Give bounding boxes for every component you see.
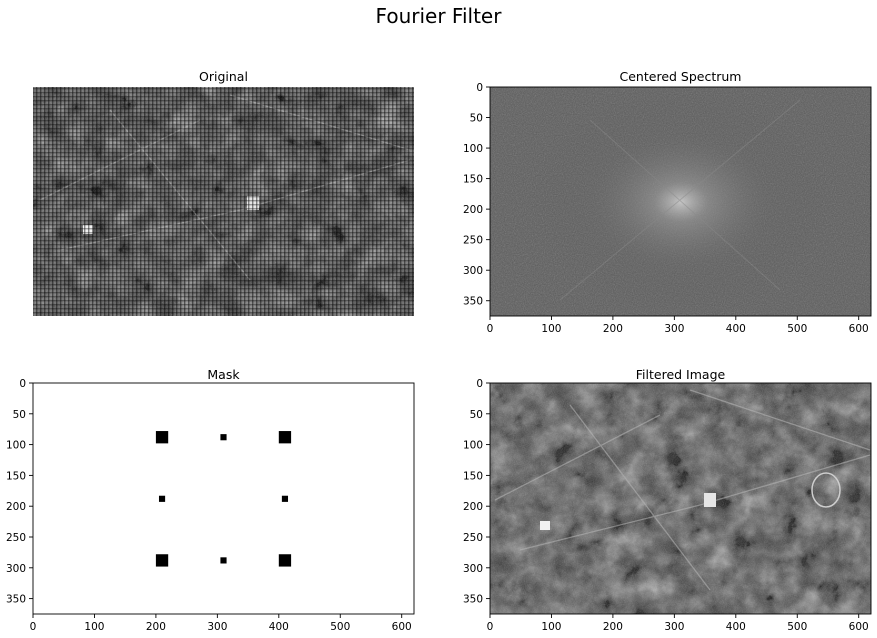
mask-image <box>33 383 414 614</box>
filtered-y-tick-label: 250 <box>463 532 483 544</box>
spectrum-y-tick-label: 350 <box>463 296 483 308</box>
filtered-y-tick-label: 300 <box>463 563 483 575</box>
spectrum-y-tick-label: 150 <box>463 174 483 186</box>
mask-x-tick-label: 500 <box>330 621 350 633</box>
mask-y-tick-label: 300 <box>6 563 26 575</box>
spectrum-x-tick-label: 200 <box>603 323 623 335</box>
spectrum-x-tick-label: 300 <box>664 323 684 335</box>
spectrum-x-tick-label: 0 <box>487 323 494 335</box>
mask-y-tick-label: 50 <box>13 409 26 421</box>
spectrum-y-tick-label: 100 <box>463 143 483 155</box>
original-image <box>33 87 414 316</box>
spectrum-x-tick-label: 600 <box>849 323 869 335</box>
filtered-y-tick-label: 100 <box>463 440 483 452</box>
filtered-x-tick-label: 0 <box>487 621 494 633</box>
filtered-x-tick-label: 600 <box>849 621 869 633</box>
filtered-x-tick-label: 100 <box>541 621 561 633</box>
spectrum-y-tick-label: 50 <box>470 113 483 125</box>
mask-x-tick-label: 600 <box>392 621 412 633</box>
spectrum-x-tick-label: 100 <box>541 323 561 335</box>
filtered-y-tick-label: 350 <box>463 594 483 606</box>
spectrum-axes-frame <box>489 86 872 317</box>
filtered-y-tick-label: 0 <box>476 378 483 390</box>
spectrum-y-tick-label: 0 <box>476 82 483 94</box>
spectrum-x-tick-label: 400 <box>726 323 746 335</box>
spectrum-x-tick-label: 500 <box>787 323 807 335</box>
mask-notch <box>158 495 166 502</box>
spectrum-y-tick-label: 250 <box>463 235 483 247</box>
mask-y-tick-label: 350 <box>6 594 26 606</box>
filtered-y-tick-label: 200 <box>463 501 483 513</box>
mask-y-tick-label: 250 <box>6 532 26 544</box>
spectrum-y-tick-label: 200 <box>463 204 483 216</box>
mask-y-tick-label: 150 <box>6 470 26 482</box>
mask-x-tick-label: 0 <box>30 621 37 633</box>
original-title: Original <box>199 69 248 84</box>
filtered-y-tick-label: 150 <box>463 470 483 482</box>
spectrum-title: Centered Spectrum <box>619 69 742 84</box>
filtered-image <box>490 383 871 614</box>
filtered-x-tick-label: 200 <box>603 621 623 633</box>
mask-notch <box>278 554 292 567</box>
filtered-title: Filtered Image <box>635 367 726 382</box>
mask-notch <box>155 554 169 567</box>
spectrum-image <box>490 87 871 316</box>
mask-axes-frame <box>32 382 415 615</box>
mask-notch <box>220 434 227 441</box>
mask-y-tick-label: 0 <box>19 378 26 390</box>
mask-notches <box>155 431 292 567</box>
filtered-axes-frame <box>489 382 872 615</box>
mask-notch <box>278 431 292 444</box>
mask-y-tick-label: 100 <box>6 440 26 452</box>
filtered-x-tick-label: 500 <box>787 621 807 633</box>
mask-x-tick-label: 400 <box>269 621 289 633</box>
filtered-x-tick-label: 400 <box>726 621 746 633</box>
mask-x-tick-label: 100 <box>84 621 104 633</box>
mask-notch <box>220 557 227 564</box>
mask-x-tick-label: 300 <box>207 621 227 633</box>
figure-title: Fourier Filter <box>375 4 502 28</box>
mask-y-tick-label: 200 <box>6 501 26 513</box>
mask-notch <box>155 431 169 444</box>
mask-x-tick-label: 200 <box>146 621 166 633</box>
filtered-x-tick-label: 300 <box>664 621 684 633</box>
mask-notch <box>281 495 289 502</box>
mask-title: Mask <box>207 367 240 382</box>
filtered-y-tick-label: 50 <box>470 409 483 421</box>
spectrum-y-tick-label: 300 <box>463 265 483 277</box>
